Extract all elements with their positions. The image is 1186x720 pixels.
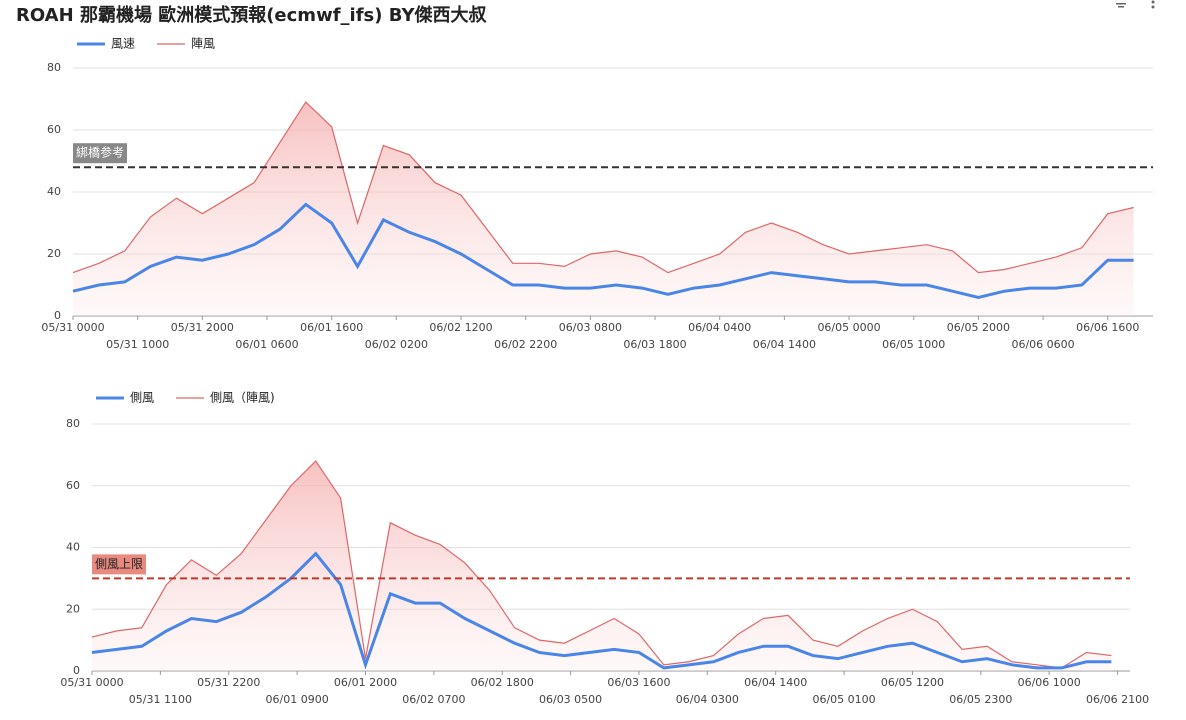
x-tick-label: 06/05 1200	[881, 676, 944, 689]
reference-label-bg	[73, 143, 128, 164]
series-line	[91, 551, 1112, 670]
x-tick-label: 05/31 2200	[197, 676, 260, 689]
y-tick-label: 80	[66, 417, 80, 430]
legend-label: 陣風	[191, 37, 215, 51]
x-tick-label: 06/01 1600	[300, 321, 363, 334]
x-tick-label: 06/06 1000	[1018, 676, 1081, 689]
reference-label: 綁橋参考	[76, 145, 124, 160]
x-tick-label: 06/06 0600	[1011, 338, 1074, 351]
gust-area	[92, 461, 1112, 671]
y-tick-label: 20	[66, 602, 80, 615]
x-tick-label: 06/01 2000	[334, 676, 397, 689]
x-tick-label: 06/01 0600	[235, 338, 298, 351]
x-tick-label: 06/04 1400	[744, 676, 807, 689]
y-tick-label: 80	[47, 61, 61, 74]
x-tick-label: 05/31 2000	[171, 321, 234, 334]
x-tick-label: 06/05 2300	[949, 693, 1012, 706]
x-tick-label: 06/02 0700	[402, 693, 465, 706]
reference-label-bg	[92, 554, 147, 575]
y-tick-label: 40	[66, 541, 80, 554]
x-tick-label: 06/02 1200	[429, 321, 492, 334]
x-tick-label: 06/03 1800	[623, 338, 686, 351]
legend-label: 風速	[111, 37, 135, 51]
chart-title: ROAH 那霸機場 歐洲模式預報(ecmwf_ifs) BY傑西大叔	[16, 4, 488, 26]
x-tick-label: 06/02 1800	[471, 676, 534, 689]
x-tick-label: 06/02 0200	[365, 338, 428, 351]
x-tick-label: 06/06 1600	[1076, 321, 1139, 334]
legend-label: 側風	[130, 391, 154, 405]
x-tick-label: 05/31 1000	[106, 338, 169, 351]
y-tick-label: 0	[73, 664, 80, 677]
x-tick-label: 06/04 1400	[753, 338, 816, 351]
x-tick-label: 05/31 1100	[129, 693, 192, 706]
x-tick-label: 06/04 0400	[688, 321, 751, 334]
x-tick-label: 06/03 0800	[559, 321, 622, 334]
reference-label: 側風上限	[95, 557, 143, 571]
x-tick-label: 06/05 2000	[947, 321, 1010, 334]
menu-icons[interactable]	[1116, 0, 1155, 9]
gust-area	[73, 102, 1134, 316]
x-tick-label: 06/03 0500	[539, 693, 602, 706]
y-tick-label: 40	[47, 185, 61, 198]
x-tick-label: 06/04 0300	[676, 693, 739, 706]
y-tick-label: 0	[54, 309, 61, 322]
y-tick-label: 60	[66, 479, 80, 492]
x-tick-label: 06/06 2100	[1086, 693, 1149, 706]
x-tick-label: 05/31 0000	[60, 676, 123, 689]
series-line	[72, 101, 1134, 274]
y-tick-label: 60	[47, 123, 61, 136]
series-line	[91, 460, 1112, 669]
x-tick-label: 06/03 1600	[607, 676, 670, 689]
x-tick-label: 05/31 0000	[41, 321, 104, 334]
y-tick-label: 20	[47, 247, 61, 260]
legend-label: 側風（陣風)	[210, 391, 275, 405]
x-tick-label: 06/05 0000	[817, 321, 880, 334]
x-tick-label: 06/01 0900	[266, 693, 329, 706]
x-tick-label: 06/05 0100	[812, 693, 875, 706]
x-tick-label: 06/02 2200	[494, 338, 557, 351]
x-tick-label: 06/05 1000	[882, 338, 945, 351]
series-line	[72, 202, 1134, 299]
